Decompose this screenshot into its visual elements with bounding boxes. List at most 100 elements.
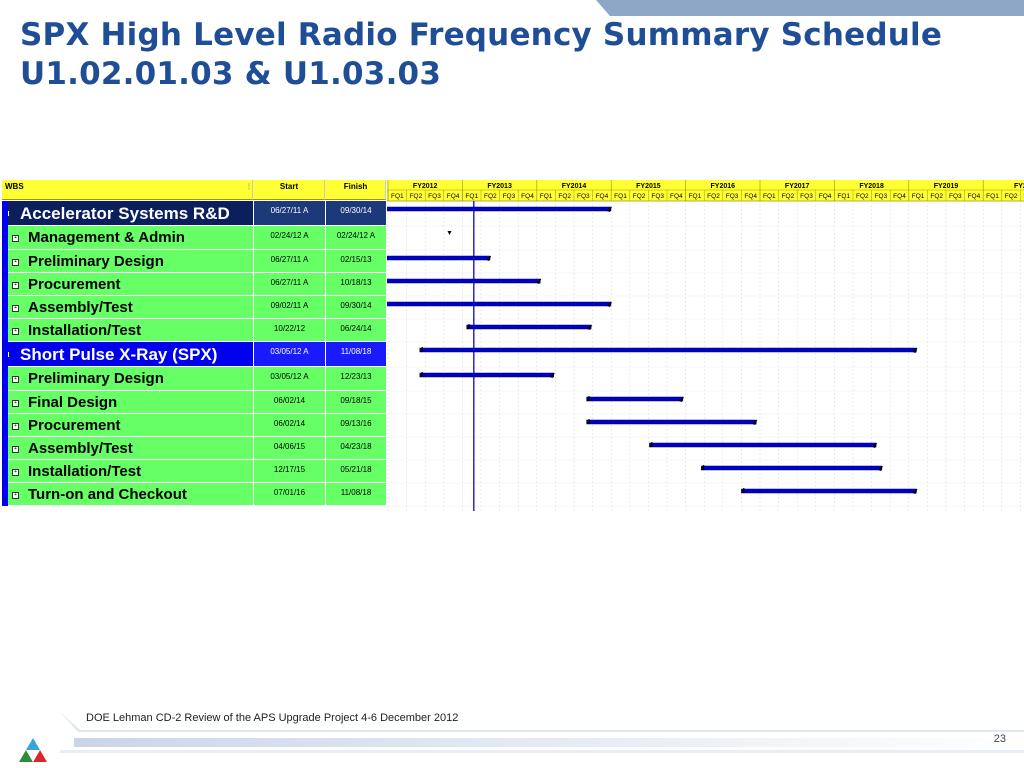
expand-icon[interactable]: +: [12, 259, 19, 266]
fiscal-year-label: FY2015: [636, 183, 661, 190]
row-name: Assembly/Test: [28, 299, 133, 316]
argonne-logo-icon: [19, 738, 47, 762]
bar-end-cap: [486, 256, 492, 261]
expand-icon[interactable]: +: [12, 305, 19, 312]
task-row[interactable]: + Preliminary Design 06/27/11 A 02/15/13: [2, 250, 386, 273]
row-name-cell: + Management & Admin: [2, 226, 253, 249]
row-name-cell: + Assembly/Test: [2, 296, 253, 318]
activity-bar: [386, 301, 612, 307]
summary-row[interactable]: Short Pulse X-Ray (SPX) 03/05/12 A 11/08/1…: [2, 342, 386, 367]
expand-icon[interactable]: +: [12, 376, 19, 383]
header-start[interactable]: Start: [253, 180, 325, 200]
row-start-date: 02/24/12 A: [253, 226, 325, 249]
row-name: Management & Admin: [28, 229, 185, 246]
quarter-label: FQ3: [428, 193, 441, 200]
fiscal-year-label: FY2013: [487, 183, 512, 190]
summary-row[interactable]: Accelerator Systems R&D 06/27/11 A 09/30/1…: [2, 201, 386, 226]
quarter-label: FQ2: [856, 193, 869, 200]
task-row[interactable]: + Turn-on and Checkout 07/01/16 11/08/18: [2, 483, 386, 506]
expand-icon[interactable]: +: [12, 492, 19, 499]
row-finish-date: 06/24/14: [325, 319, 386, 341]
header-start-label: Start: [279, 182, 299, 191]
task-row[interactable]: + Procurement 06/27/11 A 10/18/13: [2, 273, 386, 296]
outline-bar: [2, 201, 8, 506]
task-row[interactable]: + Installation/Test 12/17/15 05/21/18: [2, 460, 386, 483]
bar-end-cap: [877, 466, 883, 471]
activity-bar: [386, 255, 491, 261]
quarter-label: FQ4: [447, 193, 460, 200]
activity-bar: [419, 347, 917, 353]
row-start-date: 06/27/11 A: [253, 201, 325, 225]
quarter-label: FQ3: [800, 193, 813, 200]
quarter-label: FQ2: [410, 193, 423, 200]
row-start-date: 06/02/14: [253, 414, 325, 436]
header-finish[interactable]: Finish: [325, 180, 386, 200]
task-row[interactable]: + Final Design 06/02/14 09/18/15: [2, 391, 386, 414]
quarter-label: FQ3: [651, 193, 664, 200]
row-finish-date: 10/18/13: [325, 273, 386, 295]
fiscal-year-label: FY2014: [562, 183, 587, 190]
bar-end-cap: [606, 302, 612, 307]
schedule-table: WBS ⋮ Start Finish Accelerator Systems R…: [2, 180, 386, 511]
row-name: Final Design: [28, 394, 118, 411]
row-name-cell: + Preliminary Design: [2, 250, 253, 272]
quarter-label: FQ1: [837, 193, 850, 200]
row-name-cell: + Turn-on and Checkout: [2, 483, 253, 505]
task-row[interactable]: + Assembly/Test 09/02/11 A 09/30/14: [2, 296, 386, 319]
quarter-label: FQ1: [465, 193, 478, 200]
bar-start-cap: [741, 488, 745, 493]
task-row[interactable]: + Management & Admin 02/24/12 A 02/24/12 A: [2, 226, 386, 250]
gantt-svg: FY2012 FY2013 FY2014 FY2015 FY2016 FY2017 FY20…: [386, 180, 1024, 511]
expand-icon[interactable]: +: [12, 400, 19, 407]
expand-icon[interactable]: +: [12, 282, 19, 289]
bar-start-cap: [586, 419, 590, 424]
row-finish-date: 09/30/14: [325, 296, 386, 318]
quarter-label: FQ2: [558, 193, 571, 200]
task-row[interactable]: + Installation/Test 10/22/12 06/24/14: [2, 319, 386, 342]
quarter-label: FQ4: [744, 193, 757, 200]
quarter-label: FQ2: [633, 193, 646, 200]
header-wbs[interactable]: WBS ⋮: [2, 180, 253, 200]
expand-icon[interactable]: +: [12, 235, 19, 242]
expand-icon[interactable]: +: [12, 328, 19, 335]
title-line-2: U1.02.01.03 & U1.03.03: [20, 56, 442, 92]
column-resize-icon[interactable]: ⋮: [246, 184, 252, 190]
row-name: Turn-on and Checkout: [28, 486, 187, 503]
task-row[interactable]: + Procurement 06/02/14 09/13/16: [2, 414, 386, 437]
row-name: Installation/Test: [28, 463, 142, 480]
task-row[interactable]: + Preliminary Design 03/05/12 A 12/23/13: [2, 367, 386, 391]
quarter-label: FQ3: [949, 193, 962, 200]
row-name: Short Pulse X-Ray (SPX): [20, 345, 218, 364]
row-finish-date: 02/24/12 A: [325, 226, 386, 249]
header-wbs-label: WBS: [5, 182, 24, 191]
fiscal-year-label: FY2019: [934, 183, 959, 190]
task-row[interactable]: + Assembly/Test 04/06/15 04/23/18: [2, 437, 386, 460]
quarter-label: FQ2: [484, 193, 497, 200]
bar-end-cap: [872, 443, 878, 448]
header-finish-label: Finish: [343, 182, 368, 191]
row-name-cell: + Installation/Test: [2, 460, 253, 482]
expand-icon[interactable]: +: [12, 469, 19, 476]
expand-icon[interactable]: +: [12, 446, 19, 453]
expand-icon[interactable]: +: [12, 423, 19, 430]
row-start-date: 12/17/15: [253, 460, 325, 482]
bar-end-cap: [606, 207, 612, 212]
row-name: Preliminary Design: [28, 253, 164, 270]
row-name-cell: Short Pulse X-Ray (SPX): [2, 342, 253, 366]
gantt-fy-header: [387, 180, 1024, 190]
quarter-label: FQ1: [391, 193, 404, 200]
row-finish-date: 09/13/16: [325, 414, 386, 436]
quarter-label: FQ3: [503, 193, 516, 200]
quarter-label: FQ1: [614, 193, 627, 200]
activity-bar: [649, 442, 877, 448]
row-name-cell: + Assembly/Test: [2, 437, 253, 459]
row-finish-date: 09/18/15: [325, 391, 386, 413]
quarter-label: FQ3: [875, 193, 888, 200]
quarter-label: FQ4: [893, 193, 906, 200]
row-finish-date: 12/23/13: [325, 367, 386, 390]
activity-bar: [586, 419, 757, 425]
row-name: Assembly/Test: [28, 440, 133, 457]
bar-end-cap: [536, 279, 542, 284]
gantt-chart: FY2012 FY2013 FY2014 FY2015 FY2016 FY2017 FY20…: [386, 180, 1024, 511]
row-finish-date: 11/08/18: [325, 342, 386, 366]
